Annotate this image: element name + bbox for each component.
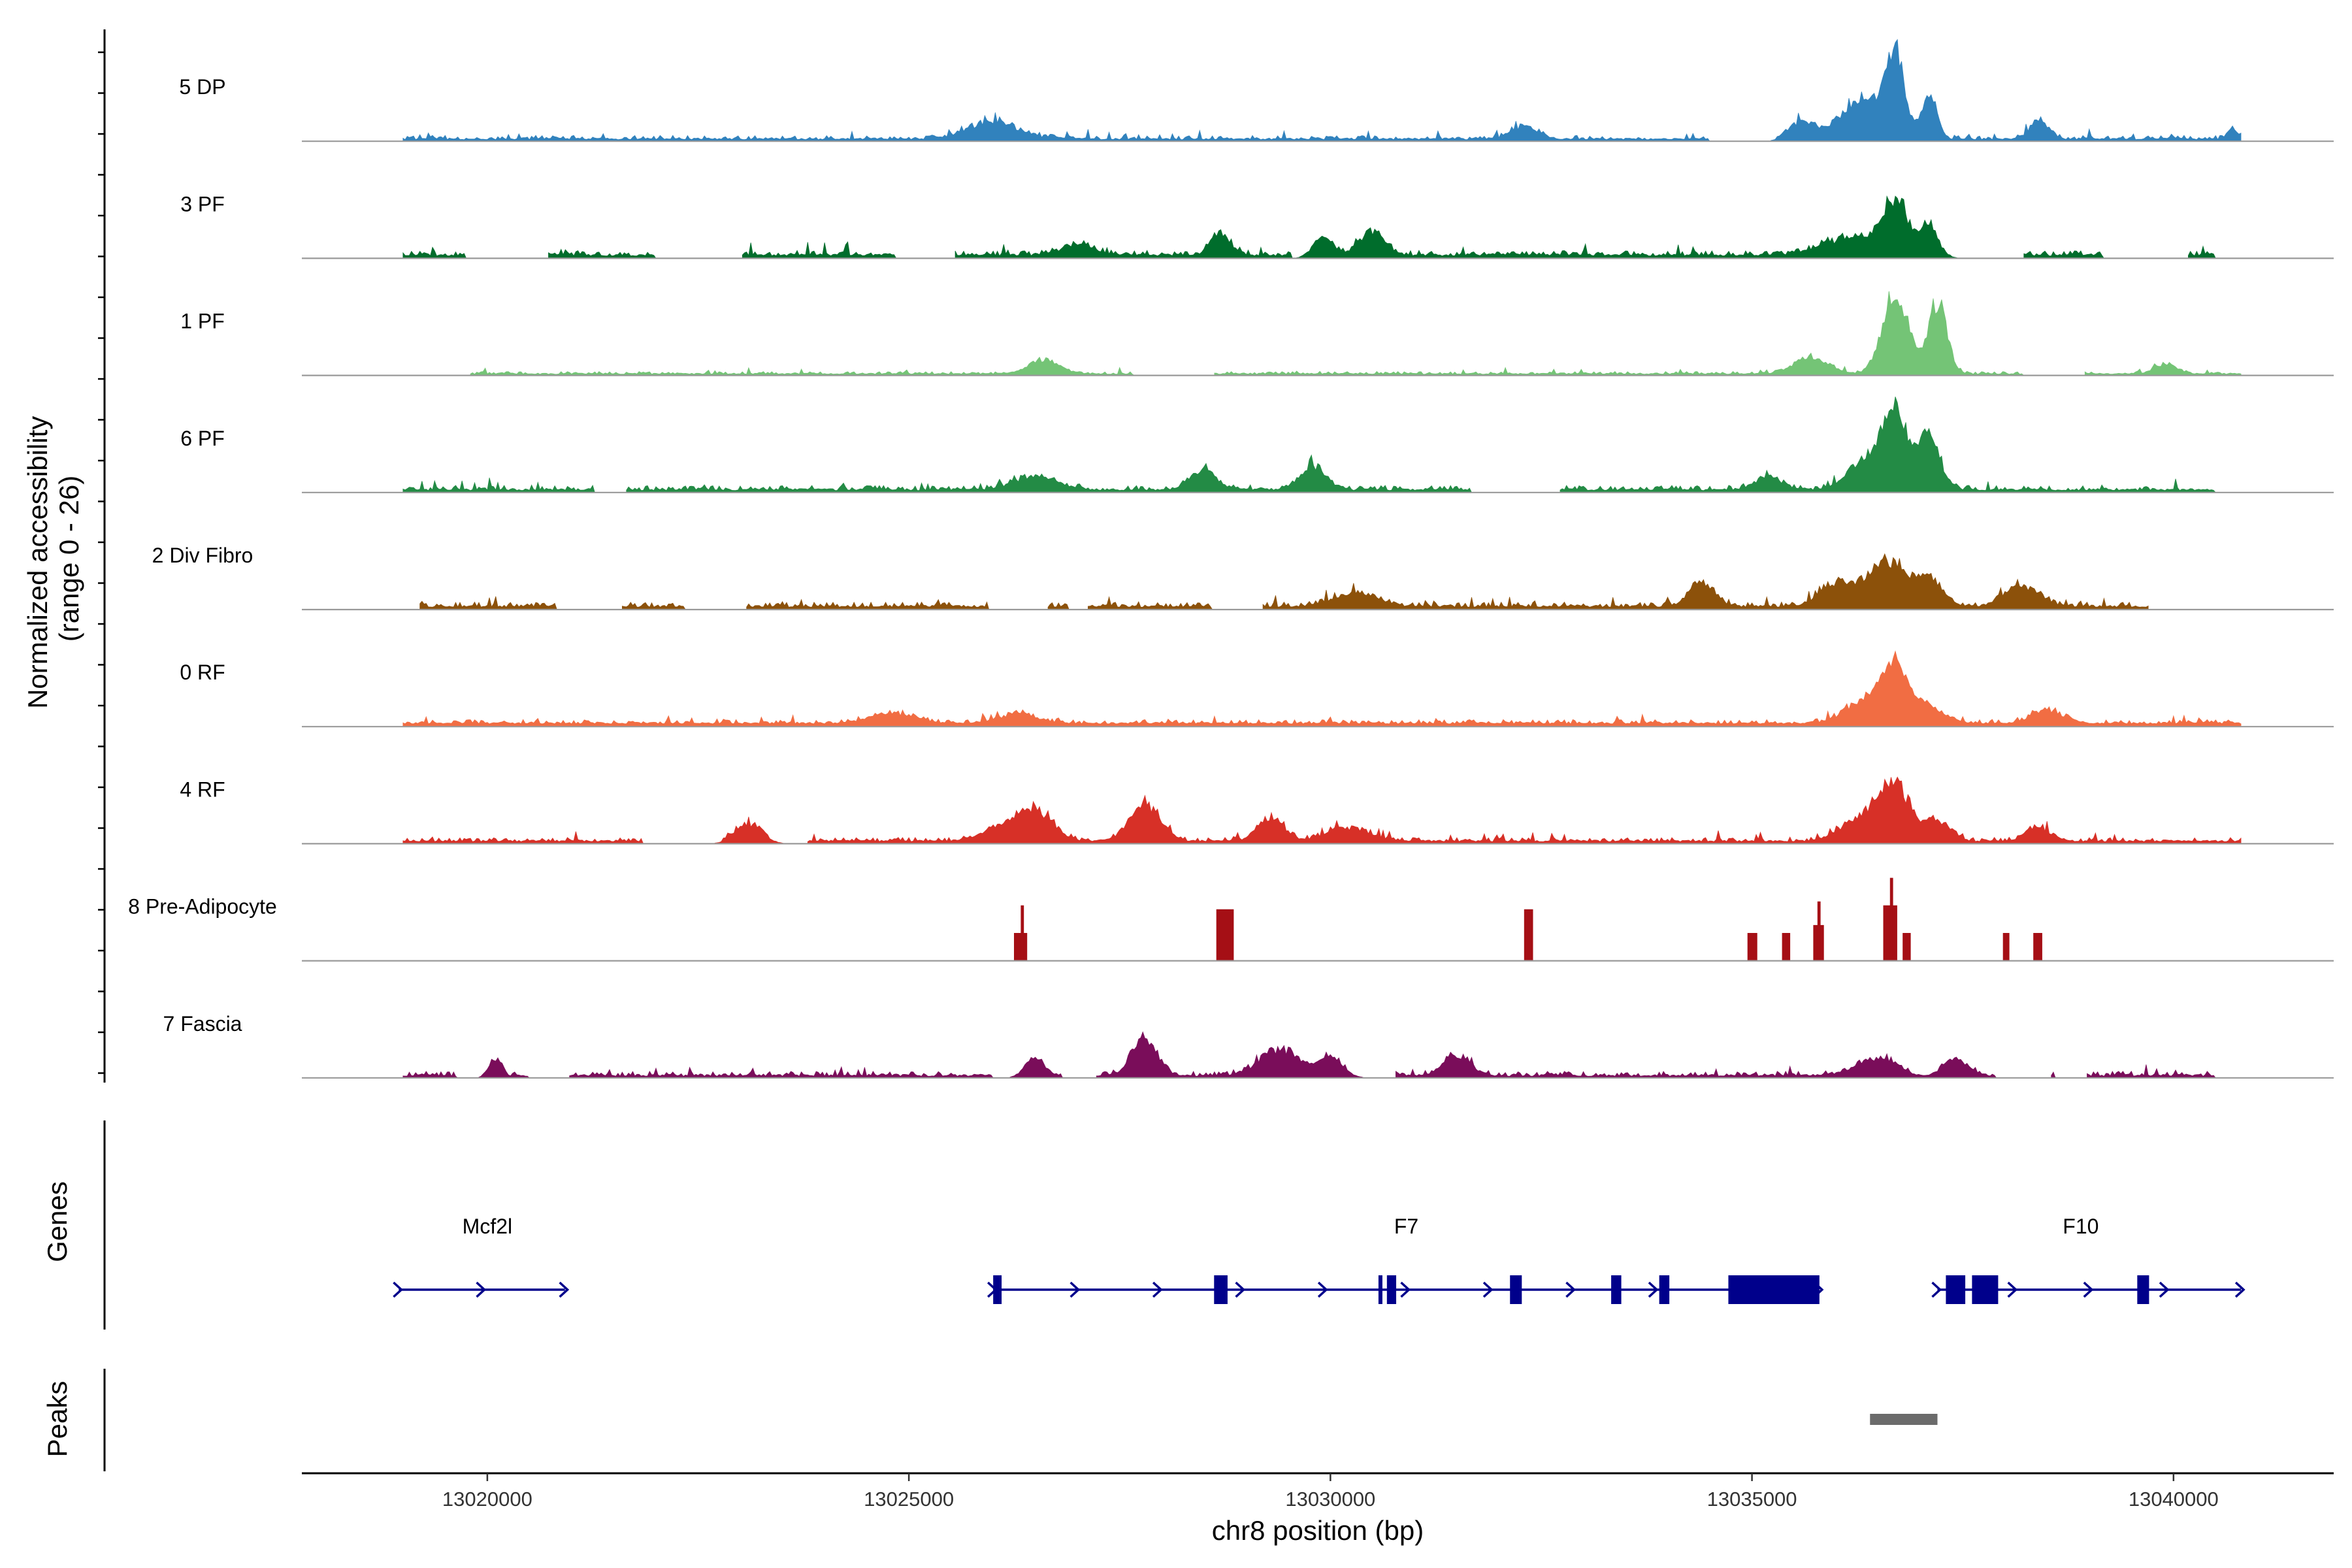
y-axis-title: Normalized accessibility (range 0 - 26) [22, 408, 84, 709]
exon [993, 1275, 1002, 1304]
peaks-track [103, 1369, 1938, 1471]
strand-arrow [2234, 1281, 2246, 1298]
track-6-pf: 6 PF [180, 397, 2334, 493]
x-axis: 13020000 13025000 13030000 13035000 13040000 [302, 1472, 2334, 1511]
track-7-fascia: 7 Fascia [163, 1012, 2334, 1079]
track-4-rf: 4 RF [180, 776, 2334, 845]
strand-arrow [1482, 1281, 1494, 1298]
exon [1728, 1275, 1820, 1304]
coverage-area [402, 195, 2216, 259]
track-label: 1 PF [180, 310, 225, 333]
track-0-rf: 0 RF [180, 650, 2334, 728]
track-3-pf: 3 PF [180, 192, 2334, 259]
peak-region [1870, 1414, 1938, 1425]
coverage-area [402, 397, 2217, 493]
track-2-div-fibro: 2 Div Fibro [152, 544, 2334, 611]
coverage-area [402, 1031, 2217, 1079]
track-label: 8 Pre-Adipocyte [128, 895, 277, 919]
exon [1611, 1275, 1622, 1304]
coverage-area [402, 776, 2242, 844]
peaks-panel-label: Peaks [42, 1381, 73, 1458]
track-8-pre-adipocyte: 8 Pre-Adipocyte [128, 877, 2334, 962]
track-label: 2 Div Fibro [152, 544, 253, 567]
strand-arrow [1648, 1281, 1659, 1298]
track-label: 5 DP [179, 75, 225, 99]
strand-arrow [2159, 1281, 2170, 1298]
track-label: 6 PF [180, 427, 225, 450]
exon [1378, 1275, 1382, 1304]
gene-label: F10 [2063, 1215, 2099, 1238]
x-tick-label: 13020000 [442, 1488, 532, 1511]
exon [1214, 1275, 1228, 1304]
gene-f7: F7 [987, 1215, 1824, 1304]
strand-arrow [476, 1281, 487, 1298]
x-tick-label: 13030000 [1285, 1488, 1375, 1511]
x-axis-title: chr8 position (bp) [1212, 1515, 1424, 1546]
exon [1510, 1275, 1522, 1304]
gene-label: Mcf2l [463, 1215, 512, 1238]
strand-arrow [1070, 1281, 1081, 1298]
x-tick-label: 13040000 [2129, 1488, 2219, 1511]
exon [1946, 1275, 1966, 1304]
exon [2137, 1275, 2149, 1304]
gene-label: F7 [1394, 1215, 1418, 1238]
genes-panel-label: Genes [42, 1181, 73, 1262]
gene-f10: F10 [1931, 1215, 2246, 1304]
exon [1659, 1275, 1670, 1304]
strand-arrow [2083, 1281, 2094, 1298]
exon [1972, 1275, 1999, 1304]
strand-arrow [559, 1281, 570, 1298]
coverage-area [402, 39, 2242, 142]
strand-arrow [1931, 1281, 1942, 1298]
x-tick-label: 13025000 [864, 1488, 954, 1511]
track-label: 0 RF [180, 661, 225, 684]
strand-arrow [1235, 1281, 1246, 1298]
x-tick-label: 13035000 [1707, 1488, 1797, 1511]
track-label: 4 RF [180, 777, 225, 801]
exon [1386, 1275, 1397, 1304]
coverage-area [1014, 877, 2042, 961]
track-5-dp: 5 DP [179, 39, 2334, 142]
strand-arrow [393, 1281, 403, 1298]
strand-arrow [1400, 1281, 1411, 1298]
track-label: 7 Fascia [163, 1012, 242, 1036]
strand-arrow [1565, 1281, 1576, 1298]
coverage-tracks: 5 DP 3 PF 1 PF 6 PF 2 Div Fibro 0 RF 4 RF 8 Pre… [128, 39, 2334, 1079]
gene-annotation-track: Mcf2l F7 F10 [103, 1120, 2246, 1330]
coverage-area [419, 553, 2149, 610]
gene-mcf2l: Mcf2l [393, 1215, 570, 1298]
strand-arrow [2007, 1281, 2018, 1298]
coverage-area [470, 291, 2242, 376]
y-axis [98, 29, 106, 1083]
strand-arrow [1152, 1281, 1163, 1298]
track-label: 3 PF [180, 192, 225, 216]
coverage-area [402, 650, 2242, 727]
strand-arrow [1317, 1281, 1328, 1298]
track-1-pf: 1 PF [180, 291, 2334, 376]
